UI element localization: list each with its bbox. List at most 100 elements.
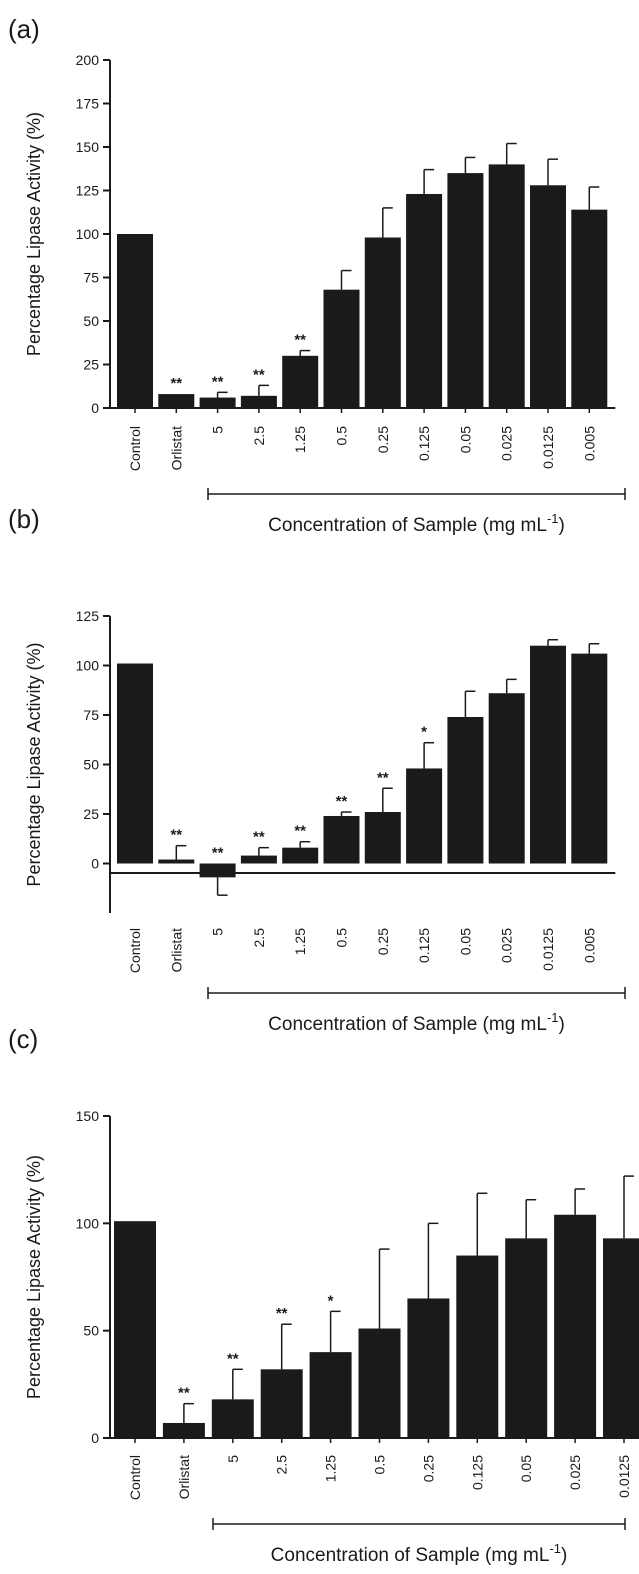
bar — [282, 355, 319, 408]
x-axis-label-superscript: -1 — [547, 511, 559, 526]
y-tick-label: 0 — [91, 856, 99, 872]
category-label: Control — [127, 426, 143, 471]
panel-label: (a) — [8, 14, 40, 44]
bar — [488, 693, 525, 864]
significance-label: ** — [178, 1385, 190, 1402]
bar — [406, 768, 443, 864]
category-label: 2.5 — [251, 928, 267, 948]
y-tick-label: 100 — [76, 658, 100, 674]
bar — [505, 1238, 548, 1438]
chart-panel-2: (b) Percentage Lipase Activity (%) 0 25 50 75… — [8, 504, 626, 1035]
bar — [199, 397, 236, 408]
x-axis-label: Concentration of Sample (mg mL-1) — [271, 1541, 568, 1566]
category-label: 2.5 — [274, 1455, 290, 1475]
category-label: 5 — [225, 1455, 241, 1463]
category-label: 0.0125 — [540, 426, 556, 469]
y-tick-label: 100 — [76, 226, 100, 242]
bar — [260, 1369, 303, 1438]
category-label: Control — [127, 928, 143, 973]
bar — [530, 645, 566, 864]
category-label: 0.025 — [499, 426, 515, 461]
significance-label: ** — [253, 829, 265, 846]
bar — [364, 237, 401, 408]
category-label: 0.05 — [457, 426, 473, 453]
significance-label: ** — [212, 373, 224, 390]
category-label: 0.125 — [416, 426, 432, 461]
significance-label: ** — [170, 375, 182, 392]
y-tick-label: 175 — [76, 96, 100, 112]
bar — [364, 812, 401, 864]
y-tick-label: 150 — [76, 139, 100, 155]
bar — [117, 663, 153, 864]
category-label: 0.0125 — [540, 928, 556, 971]
y-tick-label: 150 — [76, 1108, 100, 1124]
y-tick-label: 50 — [83, 1323, 99, 1339]
category-label: Control — [127, 1455, 143, 1500]
bar — [603, 1238, 639, 1438]
category-label: 5 — [210, 426, 226, 434]
bar — [571, 653, 608, 864]
significance-label: ** — [377, 769, 389, 786]
y-tick-label: 50 — [83, 313, 99, 329]
bar — [407, 1298, 450, 1438]
bar — [309, 1352, 352, 1438]
bar — [571, 209, 608, 408]
y-tick-label: 125 — [76, 608, 100, 624]
chart-panel-3: (c) Percentage Lipase Activity (%) 0 50 100 1… — [8, 1024, 639, 1566]
category-label: Orlistat — [168, 928, 184, 972]
bar — [158, 394, 195, 408]
y-tick-label: 75 — [83, 707, 99, 723]
category-label: 2.5 — [251, 426, 267, 446]
bar — [240, 855, 277, 864]
significance-label: ** — [294, 332, 306, 349]
bar — [323, 815, 360, 864]
significance-label: ** — [212, 845, 224, 862]
significance-label: ** — [276, 1305, 288, 1322]
category-label: 0.005 — [581, 928, 597, 963]
x-axis-label-text: Concentration of Sample (mg mL — [268, 1014, 547, 1035]
bar — [158, 859, 195, 864]
category-label: Orlistat — [168, 426, 184, 470]
x-axis-label-text: Concentration of Sample (mg mL — [268, 515, 547, 536]
category-label: 1.25 — [292, 426, 308, 453]
y-tick-label: 0 — [91, 1430, 99, 1446]
y-axis-label: Percentage Lipase Activity (%) — [24, 642, 44, 886]
significance-label: * — [328, 1292, 334, 1309]
panel-label: (b) — [8, 504, 40, 534]
category-label: 0.25 — [375, 928, 391, 955]
category-label: 1.25 — [292, 928, 308, 955]
bar — [240, 395, 277, 408]
y-axis-label: Percentage Lipase Activity (%) — [24, 112, 44, 356]
bar — [199, 863, 236, 878]
bar — [488, 164, 525, 408]
category-label: 0.125 — [416, 928, 432, 963]
bar — [447, 716, 484, 864]
x-axis-label-text: Concentration of Sample (mg mL — [271, 1545, 550, 1566]
x-axis-label: Concentration of Sample (mg mL-1) — [268, 511, 565, 536]
significance-label: ** — [294, 823, 306, 840]
category-label: 0.05 — [518, 1455, 534, 1482]
significance-label: ** — [336, 793, 348, 810]
x-axis-label-superscript: -1 — [547, 1010, 559, 1025]
category-label: 0.05 — [457, 928, 473, 955]
y-tick-label: 50 — [83, 757, 99, 773]
y-tick-label: 25 — [83, 806, 99, 822]
bar — [406, 193, 443, 408]
y-tick-label: 25 — [83, 357, 99, 373]
bar — [530, 185, 566, 408]
category-label: 1.25 — [323, 1455, 339, 1482]
x-axis-label: Concentration of Sample (mg mL-1) — [268, 1010, 565, 1035]
bar — [358, 1328, 401, 1438]
chart-panel-1: (a) Percentage Lipase Activity (%) 0 25 50 75… — [8, 14, 626, 536]
category-label: 0.0125 — [616, 1455, 632, 1498]
significance-label: ** — [170, 827, 182, 844]
x-axis-label-suffix: ) — [561, 1545, 567, 1566]
y-tick-label: 125 — [76, 183, 100, 199]
significance-label: * — [421, 724, 427, 741]
category-label: 0.025 — [567, 1455, 583, 1490]
bar — [211, 1399, 254, 1438]
y-tick-label: 200 — [76, 52, 100, 68]
bar — [162, 1422, 205, 1438]
bar — [323, 289, 360, 408]
